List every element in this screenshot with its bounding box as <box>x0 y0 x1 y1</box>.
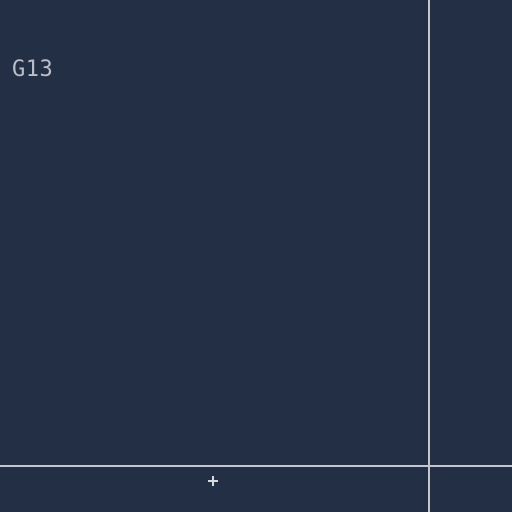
horizontal-split-divider[interactable] <box>0 465 512 467</box>
plus-icon <box>207 475 219 487</box>
add-button[interactable] <box>203 471 223 491</box>
cell-reference-label: G13 <box>12 57 54 82</box>
vertical-split-divider[interactable] <box>428 0 430 512</box>
